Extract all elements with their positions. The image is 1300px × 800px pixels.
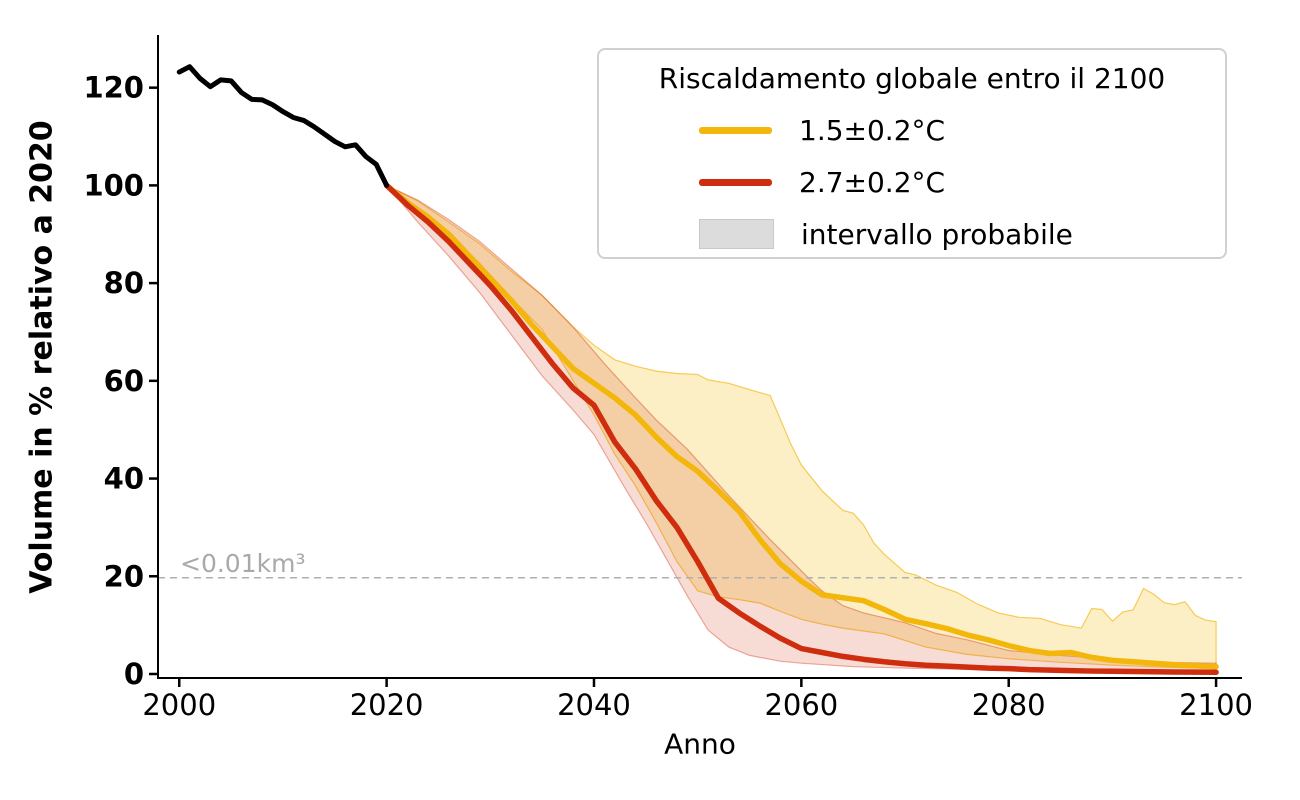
y-tick-label: 120 <box>83 71 144 105</box>
legend: Riscaldamento globale entro il 2100 1.5±… <box>597 48 1227 259</box>
y-tick-label: 80 <box>104 266 144 300</box>
legend-patch-swatch-likely-range <box>699 219 774 249</box>
y-tick-label: 60 <box>104 364 144 398</box>
threshold-annotation: <0.01km³ <box>180 549 306 578</box>
legend-label-scenario-1-5: 1.5±0.2°C <box>799 113 946 147</box>
legend-line-swatch-2-7 <box>699 178 772 186</box>
legend-item-scenario-2-7: 2.7±0.2°C <box>599 156 1225 208</box>
y-tick-label: 20 <box>104 559 144 593</box>
y-tick-label: 0 <box>124 657 144 691</box>
legend-item-scenario-1-5: 1.5±0.2°C <box>599 104 1225 156</box>
x-tick-label: 2000 <box>142 688 216 722</box>
x-tick-label: 2100 <box>1179 688 1253 722</box>
legend-title: Riscaldamento globale entro il 2100 <box>658 62 1166 95</box>
line-scenario-1-5 <box>383 182 1219 670</box>
y-tick-label: 40 <box>104 462 144 496</box>
y-axis-title: Volume in % relativo a 2020 <box>24 120 60 594</box>
x-tick-label: 2040 <box>557 688 631 722</box>
legend-line-swatch-1-5 <box>699 126 772 134</box>
x-tick-label: 2020 <box>350 688 424 722</box>
y-tick-label: 100 <box>83 168 144 202</box>
x-tick-label: 2060 <box>764 688 838 722</box>
line-historical <box>176 64 390 188</box>
legend-rows: 1.5±0.2°C 2.7±0.2°C intervallo probabile <box>599 104 1225 260</box>
legend-label-likely-range: intervallo probabile <box>801 217 1073 251</box>
band-scenario-1-5 <box>386 184 1217 670</box>
legend-label-scenario-2-7: 2.7±0.2°C <box>799 165 946 199</box>
legend-item-likely-range: intervallo probabile <box>599 208 1225 260</box>
x-tick-label: 2080 <box>972 688 1046 722</box>
line-scenario-2-7 <box>383 182 1219 676</box>
x-axis-title: Anno <box>664 727 736 761</box>
